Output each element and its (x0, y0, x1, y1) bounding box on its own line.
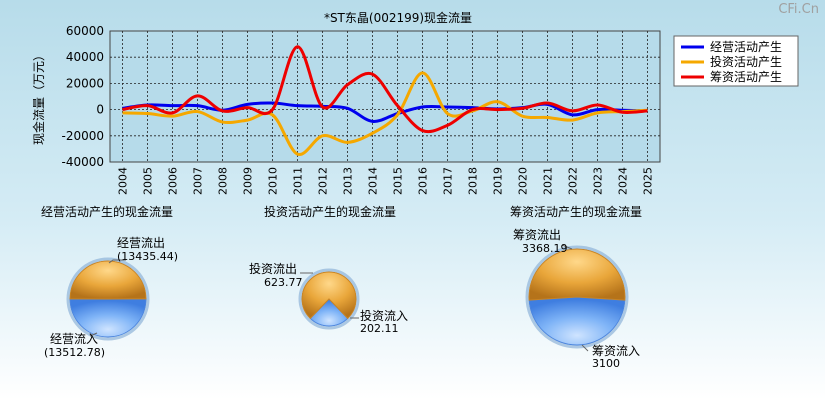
x-tick-label: 2019 (492, 167, 505, 195)
x-tick-label: 2022 (567, 167, 580, 195)
pie-slice-label: 筹资流出 (513, 228, 561, 242)
y-axis-label: 现金流量（万元） (31, 49, 46, 145)
pie-slice-label: 投资流入 (360, 308, 408, 323)
grid (110, 31, 660, 162)
pie-slice-outflow (69, 260, 147, 300)
x-tick-label: 2025 (642, 167, 655, 195)
pie-rim (298, 268, 360, 330)
pie-rim (66, 257, 150, 341)
pie-leader-line (89, 332, 98, 337)
pie-slice-value: 3100 (592, 357, 620, 370)
pie-slice-value: 623.77 (264, 276, 303, 289)
x-tick-label: 2010 (267, 167, 280, 195)
pie-slice-value: 202.11 (360, 322, 399, 335)
x-tick-label: 2007 (192, 167, 205, 195)
x-tick-label: 2013 (342, 167, 355, 195)
series-line-1 (122, 71, 648, 156)
pie-title: 投资活动产生的现金流量 (264, 204, 396, 219)
pie-slice-label: 筹资流入 (592, 344, 640, 358)
x-tick-label: 2021 (542, 167, 555, 195)
x-tick-label: 2005 (142, 167, 155, 195)
pie-slice-outflow (301, 271, 357, 320)
pie-title: 经营活动产生的现金流量 (41, 204, 173, 219)
x-tick-label: 2023 (592, 167, 605, 195)
line-chart: *ST东晶(002199)现金流量 -40000 -20000 0 20000 4000… (31, 10, 799, 195)
pie-leader-line (581, 344, 589, 352)
pie-slice-value: (13512.78) (44, 346, 105, 359)
pie-slice-label: 经营流出 (117, 236, 165, 250)
pie-slice-outflow (528, 248, 626, 301)
x-tick-label: 2024 (617, 167, 630, 195)
x-tick-label: 2009 (242, 167, 255, 195)
y-tick-label: -20000 (61, 129, 104, 143)
legend-label-1: 投资活动产生 (710, 54, 782, 69)
pie-slice-value: 3368.19 (522, 242, 568, 255)
legend-label-2: 筹资活动产生 (710, 70, 782, 84)
series-lines (122, 45, 648, 156)
x-tick-label: 2004 (117, 167, 130, 195)
x-tick-label: 2017 (442, 167, 455, 195)
watermark: CFi.Cn (778, 2, 819, 17)
y-tick-label: -40000 (61, 155, 104, 169)
pie-slice-inflow (309, 298, 349, 327)
x-tick-label: 2020 (517, 167, 530, 195)
x-tick-label: 2006 (167, 167, 180, 195)
y-tick-label: 0 (96, 103, 104, 117)
series-line-2 (122, 45, 648, 134)
x-tick-label: 2011 (292, 167, 305, 195)
pie-title: 筹资活动产生的现金流量 (510, 204, 642, 219)
pie-slice-inflow (528, 296, 626, 346)
x-tick-label: 2008 (217, 167, 230, 195)
x-tick-label: 2014 (367, 167, 380, 195)
x-tick-label: 2018 (467, 167, 480, 195)
legend-label-0: 经营活动产生 (710, 40, 782, 54)
pie-slice-label: 经营流入 (50, 332, 98, 346)
pie-leader-line (108, 259, 126, 264)
pie-rim (525, 245, 629, 349)
pie-leader-line (561, 244, 573, 250)
pie-slice-label: 投资流出 (249, 261, 297, 276)
pie-slice-value: (13435.44) (117, 250, 178, 263)
pie-slice-inflow (69, 298, 147, 338)
x-tick-label: 2012 (317, 167, 330, 195)
x-tick-label: 2016 (417, 167, 430, 195)
x-axis: 2004 2005 2006 2007 2008 2009 2010 2011 2012 2013… (117, 167, 655, 195)
y-tick-label: 40000 (66, 50, 104, 64)
chart-title: *ST东晶(002199)现金流量 (324, 10, 472, 25)
y-tick-label: 20000 (66, 76, 104, 90)
y-axis: -40000 -20000 0 20000 40000 60000 (61, 24, 104, 169)
series-line-0 (122, 101, 648, 123)
y-tick-label: 60000 (66, 24, 104, 38)
x-tick-label: 2015 (392, 167, 405, 195)
